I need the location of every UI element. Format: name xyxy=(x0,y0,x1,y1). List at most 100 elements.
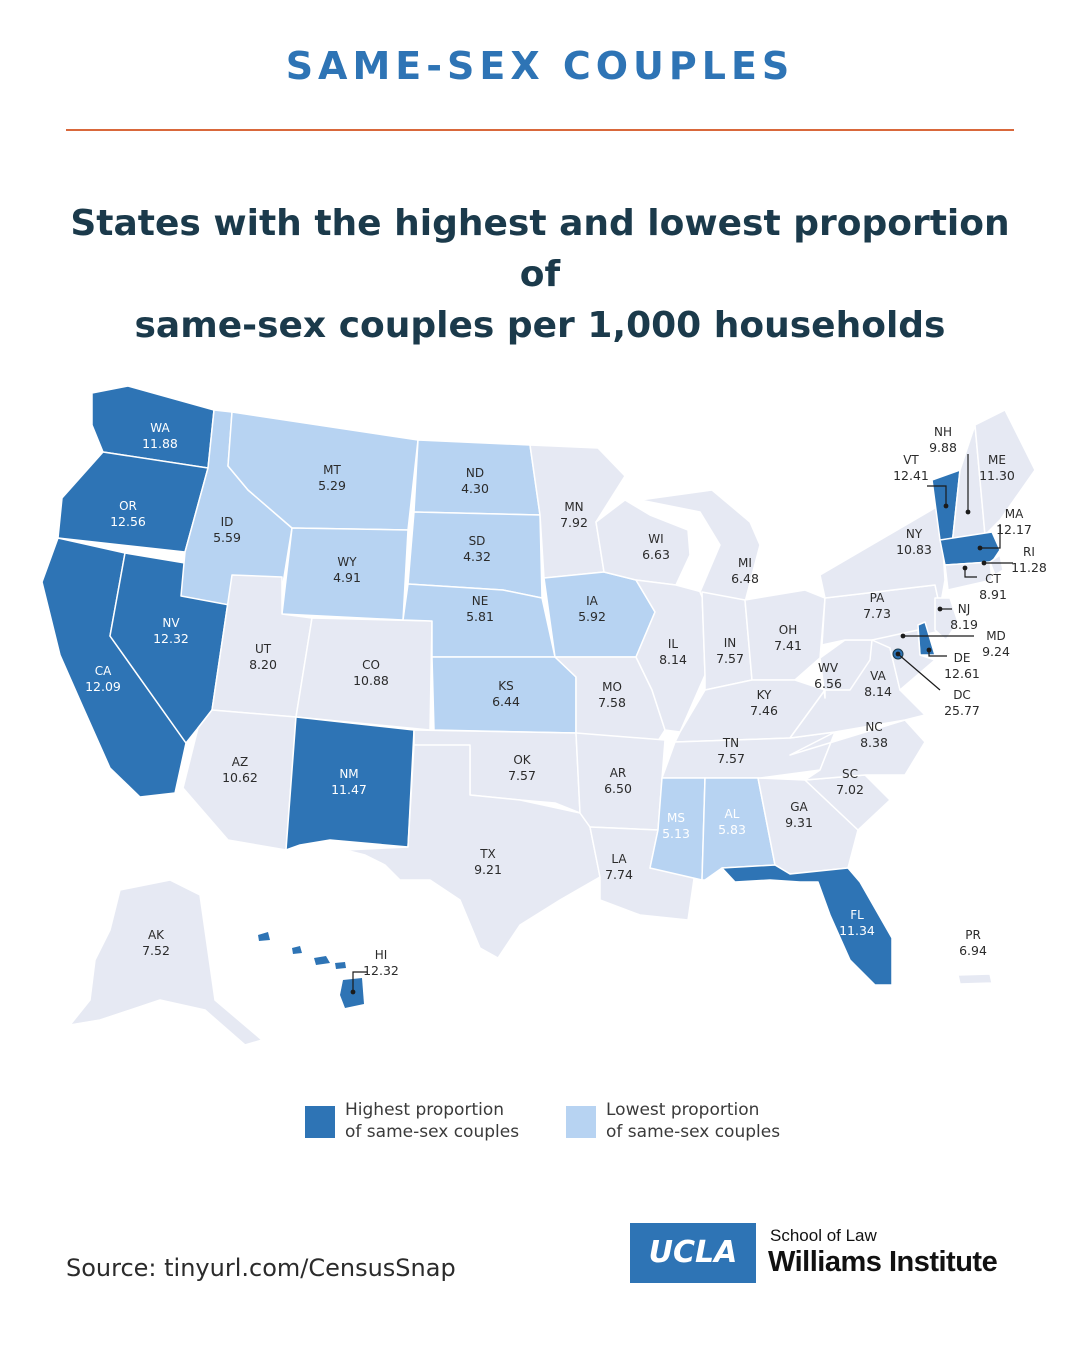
state-abbr-la: LA xyxy=(611,852,627,866)
state-abbr-ga: GA xyxy=(790,800,808,814)
state-value-nv: 12.32 xyxy=(153,631,189,646)
state-abbr-sc: SC xyxy=(842,767,858,781)
state-value-ga: 9.31 xyxy=(785,815,813,830)
state-value-co: 10.88 xyxy=(353,673,389,688)
state-value-mn: 7.92 xyxy=(560,515,588,530)
state-value-nm: 11.47 xyxy=(331,782,367,797)
state-value-ri: 11.28 xyxy=(1011,560,1047,575)
state-il xyxy=(635,579,706,733)
state-abbr-md: MD xyxy=(986,629,1006,643)
state-value-ks: 6.44 xyxy=(492,694,520,709)
state-abbr-ne: NE xyxy=(472,594,489,608)
state-value-al: 5.83 xyxy=(718,822,746,837)
state-abbr-id: ID xyxy=(221,515,234,529)
state-abbr-pa: PA xyxy=(870,591,885,605)
leader-dot-hi xyxy=(350,989,356,995)
state-abbr-ia: IA xyxy=(586,594,599,608)
state-abbr-ri: RI xyxy=(1023,545,1035,559)
state-value-la: 7.74 xyxy=(605,867,633,882)
legend-lowest-line2: of same-sex couples xyxy=(606,1122,781,1142)
state-value-nh: 9.88 xyxy=(929,440,957,455)
state-abbr-mn: MN xyxy=(564,500,583,514)
state-abbr-ny: NY xyxy=(906,527,923,541)
state-hi-island-2 xyxy=(292,946,302,954)
state-value-de: 12.61 xyxy=(944,666,980,681)
state-abbr-mi: MI xyxy=(738,556,752,570)
state-abbr-ak: AK xyxy=(148,928,165,942)
state-abbr-vt: VT xyxy=(903,453,919,467)
state-abbr-ks: KS xyxy=(498,679,514,693)
state-value-md: 9.24 xyxy=(982,644,1010,659)
leader-dot-vt xyxy=(943,503,949,509)
state-ms xyxy=(649,777,706,881)
state-me xyxy=(974,409,1036,536)
state-value-ky: 7.46 xyxy=(750,703,778,718)
state-abbr-nv: NV xyxy=(162,616,180,630)
state-abbr-in: IN xyxy=(724,636,737,650)
state-md xyxy=(871,629,936,691)
state-abbr-mt: MT xyxy=(323,463,341,477)
state-abbr-pr: PR xyxy=(965,928,981,942)
state-value-mt: 5.29 xyxy=(318,478,346,493)
legend-highest-line1: Highest proportion xyxy=(345,1100,505,1120)
state-abbr-ar: AR xyxy=(610,766,627,780)
state-abbr-mo: MO xyxy=(602,680,622,694)
state-value-sd: 4.32 xyxy=(463,549,491,564)
state-hi-island-3 xyxy=(314,956,330,965)
state-value-ut: 8.20 xyxy=(249,657,277,672)
state-value-ok: 7.57 xyxy=(508,768,536,783)
state-abbr-wi: WI xyxy=(648,532,663,546)
headline-line-1: States with the highest and lowest propo… xyxy=(70,203,1010,295)
leader-dot-ma xyxy=(977,545,983,551)
leader-dc xyxy=(897,653,941,691)
state-value-fl: 11.34 xyxy=(839,923,875,938)
state-value-il: 8.14 xyxy=(659,652,687,667)
leader-vt xyxy=(927,485,947,506)
state-value-dc: 25.77 xyxy=(944,703,980,718)
state-abbr-nd: ND xyxy=(466,466,484,480)
state-hi-island-1 xyxy=(258,932,270,941)
state-hi-island-4 xyxy=(335,962,346,969)
leader-hi xyxy=(352,971,367,992)
state-abbr-sd: SD xyxy=(469,534,486,548)
state-abbr-wy: WY xyxy=(337,555,357,569)
state-abbr-co: CO xyxy=(362,658,380,672)
state-value-or: 12.56 xyxy=(110,514,146,529)
state-value-sc: 7.02 xyxy=(836,782,864,797)
state-or xyxy=(57,451,209,553)
logo-williams-institute: Williams Institute xyxy=(768,1246,998,1278)
legend-swatch-highest xyxy=(305,1106,335,1138)
state-abbr-ut: UT xyxy=(255,642,272,656)
state-abbr-nc: NC xyxy=(865,720,882,734)
state-value-oh: 7.41 xyxy=(774,638,802,653)
leader-dot-nj xyxy=(937,606,943,612)
state-value-ar: 6.50 xyxy=(604,781,632,796)
state-abbr-ms: MS xyxy=(667,811,685,825)
state-ma xyxy=(939,531,1001,566)
leader-ma xyxy=(980,524,1001,549)
state-ak xyxy=(69,879,263,1046)
state-value-ny: 10.83 xyxy=(896,542,932,557)
leader-dot-ri xyxy=(981,560,987,566)
state-value-id: 5.59 xyxy=(213,530,241,545)
leader-lines xyxy=(350,454,1013,995)
state-value-ms: 5.13 xyxy=(662,826,690,841)
state-value-wi: 6.63 xyxy=(642,547,670,562)
state-abbr-va: VA xyxy=(870,669,886,683)
leader-dot-ct xyxy=(962,565,968,571)
state-abbr-ok: OK xyxy=(513,753,531,767)
state-value-nj: 8.19 xyxy=(950,617,978,632)
state-value-az: 10.62 xyxy=(222,770,258,785)
state-abbr-hi: HI xyxy=(375,948,388,962)
state-value-ca: 12.09 xyxy=(85,679,121,694)
leader-ct xyxy=(964,568,977,578)
state-abbr-me: ME xyxy=(988,453,1006,467)
leader-dot-de xyxy=(926,647,932,653)
state-value-hi: 12.32 xyxy=(363,963,399,978)
state-value-nd: 4.30 xyxy=(461,481,489,496)
state-abbr-or: OR xyxy=(119,499,137,513)
state-fl xyxy=(721,864,893,986)
state-value-tx: 9.21 xyxy=(474,862,502,877)
state-value-nc: 8.38 xyxy=(860,735,888,750)
state-ri xyxy=(989,554,1004,576)
